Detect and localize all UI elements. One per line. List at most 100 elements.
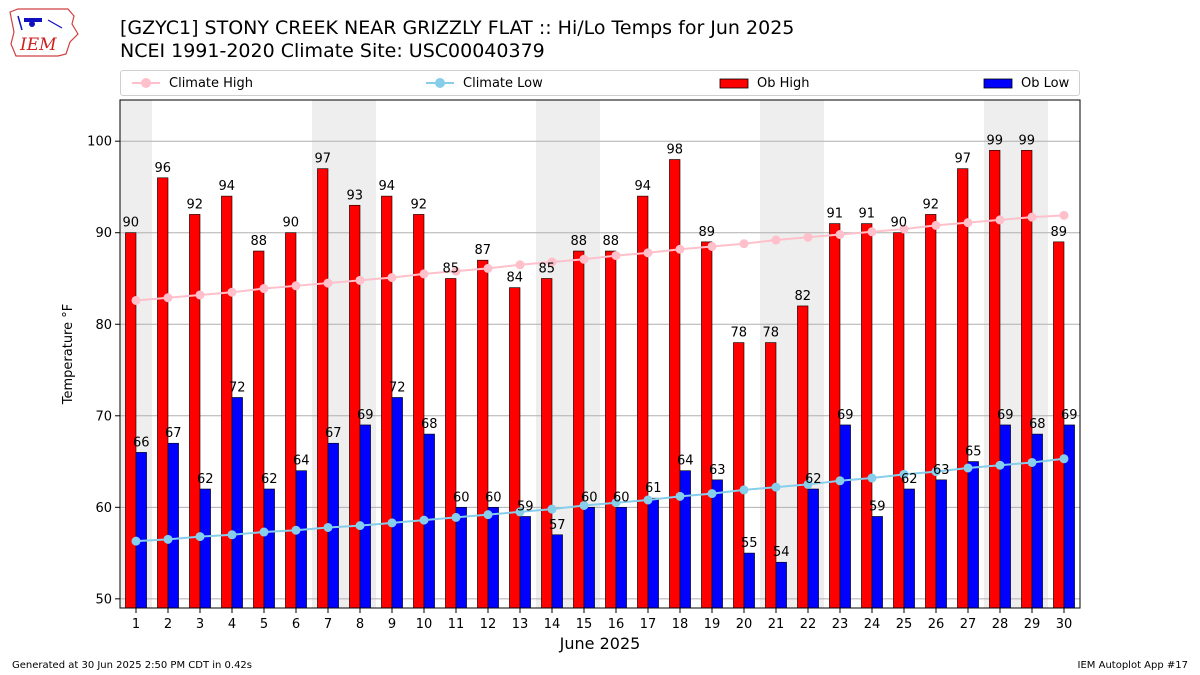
climate-high-point (227, 287, 237, 297)
data-label-ob-high: 88 (250, 234, 267, 249)
data-label-ob-high: 88 (602, 234, 619, 249)
climate-high-line (135, 214, 1065, 302)
x-tick-label: 3 (196, 617, 204, 632)
climate-low-point (291, 525, 301, 535)
data-label-ob-low: 62 (261, 472, 278, 487)
bar-ob-high (253, 250, 265, 609)
data-label-ob-low: 69 (1061, 408, 1078, 423)
y-tick-label: 60 (95, 501, 112, 516)
y-tick-label: 100 (87, 135, 112, 150)
climate-low-point (675, 491, 685, 501)
bar-ob-low (519, 516, 531, 609)
bar-ob-high (477, 259, 489, 609)
data-label-ob-low: 60 (613, 490, 630, 505)
x-tick-label: 16 (608, 617, 625, 632)
data-label-ob-low: 64 (293, 454, 310, 469)
bar-ob-high (445, 278, 457, 609)
bar-ob-low (199, 488, 211, 609)
x-tick-label: 30 (1056, 617, 1073, 632)
x-tick-label: 23 (832, 617, 849, 632)
climate-high-point (163, 293, 173, 303)
climate-high-point (803, 232, 813, 242)
climate-high-point (995, 215, 1005, 225)
legend-label-climate-high: Climate High (169, 75, 254, 91)
data-label-ob-low: 59 (869, 499, 886, 514)
bar-ob-low (967, 461, 979, 609)
data-label-ob-low: 60 (485, 490, 502, 505)
data-label-ob-low: 67 (165, 426, 182, 441)
bar-ob-high (765, 342, 777, 609)
climate-low-point (867, 473, 877, 483)
data-label-ob-low: 55 (741, 536, 758, 551)
climate-high-point (195, 290, 205, 300)
climate-low-point (707, 489, 717, 499)
climate-low-line (135, 457, 1065, 543)
data-label-ob-low: 68 (421, 417, 438, 432)
bar-ob-low (935, 479, 947, 609)
climate-low-line-icon (426, 78, 454, 88)
x-tick-label: 9 (388, 617, 396, 632)
climate-high-point (515, 260, 525, 270)
x-tick-label: 13 (512, 617, 529, 632)
bar-ob-high (637, 195, 649, 609)
bar-ob-low (391, 397, 403, 609)
climate-high-point (739, 239, 749, 249)
climate-high-point (419, 269, 429, 279)
data-label-ob-high: 96 (154, 161, 171, 176)
legend-item-climate-low: Climate Low (425, 71, 543, 95)
bar-ob-low (999, 424, 1011, 609)
bar-ob-high (925, 214, 937, 609)
x-tick-label: 17 (640, 617, 657, 632)
data-label-ob-low: 72 (229, 380, 246, 395)
x-tick-label: 24 (864, 617, 881, 632)
climate-high-point (707, 241, 717, 251)
climate-low-point (131, 536, 141, 546)
bar-ob-high (349, 204, 361, 609)
x-tick-label: 14 (544, 617, 561, 632)
bar-ob-low (807, 488, 819, 609)
data-label-ob-high: 92 (410, 197, 427, 212)
data-label-ob-low: 61 (645, 481, 662, 496)
data-label-ob-low: 66 (133, 435, 150, 450)
bar-ob-high (381, 195, 393, 609)
data-label-ob-high: 85 (442, 261, 459, 276)
climate-high-point (291, 281, 301, 291)
bar-ob-low (135, 452, 147, 609)
climate-low-point (387, 518, 397, 528)
climate-low-point (835, 476, 845, 486)
climate-low-point (547, 504, 557, 514)
app-credit: IEM Autoplot App #17 (1077, 660, 1188, 671)
climate-high-point (611, 251, 621, 261)
climate-low-point (483, 510, 493, 520)
climate-low-point (355, 521, 365, 531)
x-tick-label: 2 (164, 617, 172, 632)
data-label-ob-high: 97 (314, 152, 331, 167)
data-label-ob-low: 62 (901, 472, 918, 487)
x-tick-label: 10 (416, 617, 433, 632)
climate-high-point (963, 218, 973, 228)
y-tick-label: 80 (95, 318, 112, 333)
climate-low-point (611, 498, 621, 508)
bar-ob-high (573, 250, 585, 609)
x-tick-label: 25 (896, 617, 913, 632)
climate-high-point (355, 275, 365, 285)
data-label-ob-low: 62 (197, 472, 214, 487)
bar-ob-low (679, 470, 691, 609)
climate-high-point (131, 295, 141, 305)
generated-timestamp: Generated at 30 Jun 2025 2:50 PM CDT in … (12, 660, 253, 671)
data-label-ob-high: 84 (506, 271, 523, 286)
climate-low-point (1059, 454, 1069, 464)
legend-item-ob-high: Ob High (719, 71, 810, 95)
data-label-ob-high: 97 (954, 152, 971, 167)
bar-ob-low (839, 424, 851, 609)
climate-low-point (931, 467, 941, 477)
y-tick-label: 50 (95, 592, 112, 607)
climate-high-point (931, 220, 941, 230)
data-label-ob-low: 72 (389, 380, 406, 395)
climate-high-point (323, 278, 333, 288)
climate-high-point (771, 235, 781, 245)
bar-ob-low (487, 507, 499, 609)
data-label-ob-low: 60 (453, 490, 470, 505)
x-tick-label: 11 (448, 617, 465, 632)
